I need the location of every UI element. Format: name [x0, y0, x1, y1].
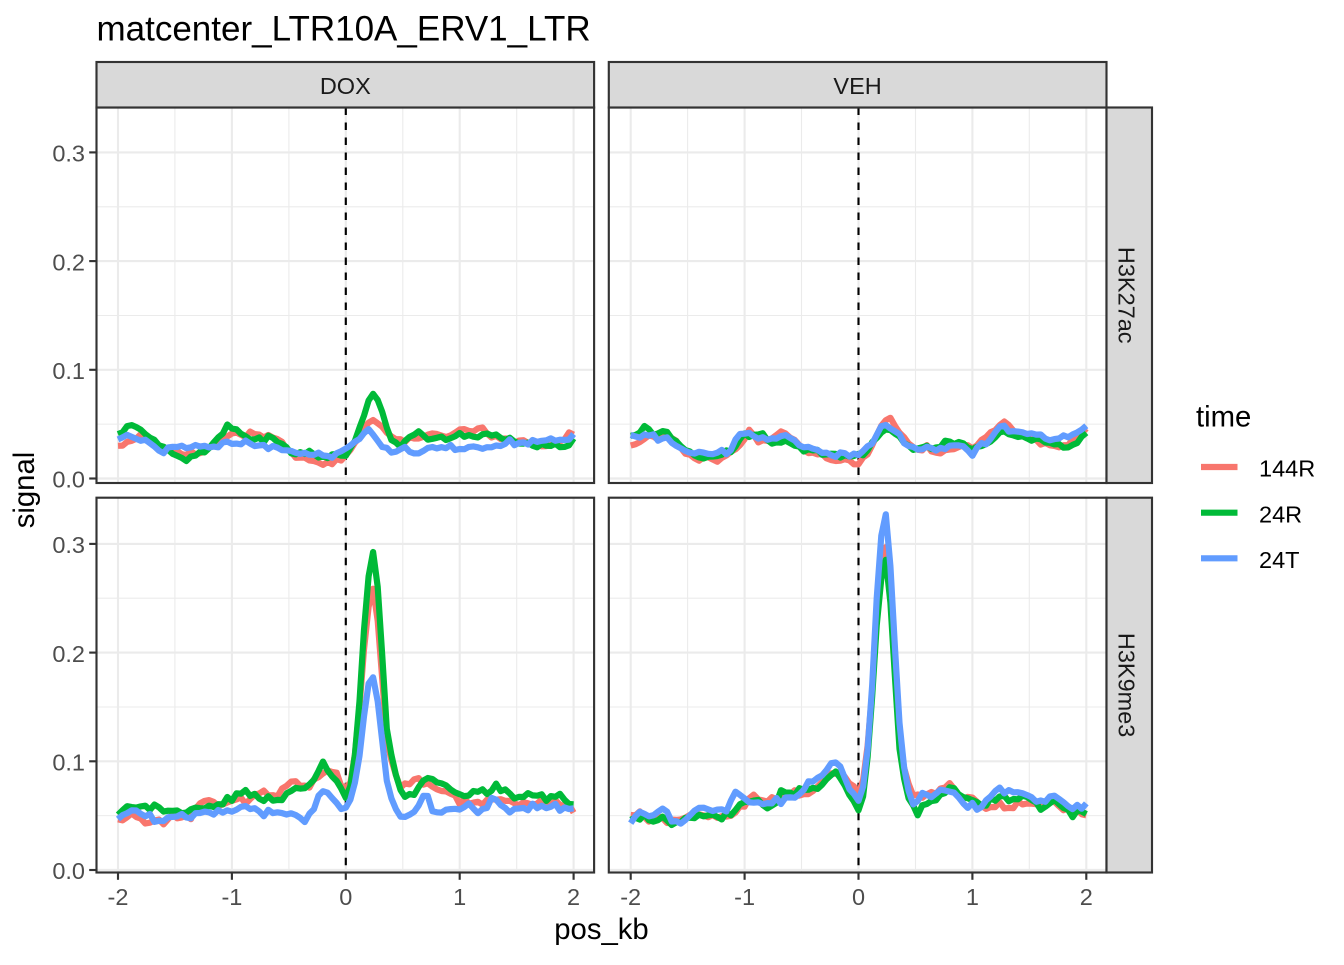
svg-text:2: 2 — [1080, 884, 1093, 910]
svg-text:0.1: 0.1 — [52, 750, 85, 776]
svg-text:-2: -2 — [108, 884, 129, 910]
svg-text:144R: 144R — [1259, 456, 1315, 482]
svg-text:0: 0 — [339, 884, 352, 910]
svg-text:time: time — [1196, 400, 1251, 433]
svg-text:signal: signal — [8, 452, 41, 529]
svg-text:24R: 24R — [1259, 501, 1302, 527]
svg-text:H3K9me3: H3K9me3 — [1114, 633, 1140, 738]
svg-text:24T: 24T — [1259, 547, 1300, 573]
svg-text:2: 2 — [567, 884, 580, 910]
svg-text:0.1: 0.1 — [52, 358, 85, 384]
svg-text:-1: -1 — [734, 884, 755, 910]
svg-text:DOX: DOX — [320, 73, 371, 99]
svg-text:VEH: VEH — [833, 73, 881, 99]
svg-text:0.2: 0.2 — [52, 249, 85, 275]
svg-text:matcenter_LTR10A_ERV1_LTR: matcenter_LTR10A_ERV1_LTR — [97, 10, 591, 49]
svg-text:1: 1 — [453, 884, 466, 910]
svg-text:-1: -1 — [221, 884, 242, 910]
svg-text:1: 1 — [966, 884, 979, 910]
svg-text:pos_kb: pos_kb — [554, 913, 648, 946]
svg-text:0.2: 0.2 — [52, 641, 85, 667]
svg-text:0.0: 0.0 — [52, 858, 85, 884]
svg-text:-2: -2 — [620, 884, 641, 910]
svg-text:0.3: 0.3 — [52, 532, 85, 558]
svg-text:0.3: 0.3 — [52, 141, 85, 167]
svg-text:0: 0 — [852, 884, 865, 910]
svg-text:0.0: 0.0 — [52, 467, 85, 493]
svg-text:H3K27ac: H3K27ac — [1114, 247, 1140, 344]
